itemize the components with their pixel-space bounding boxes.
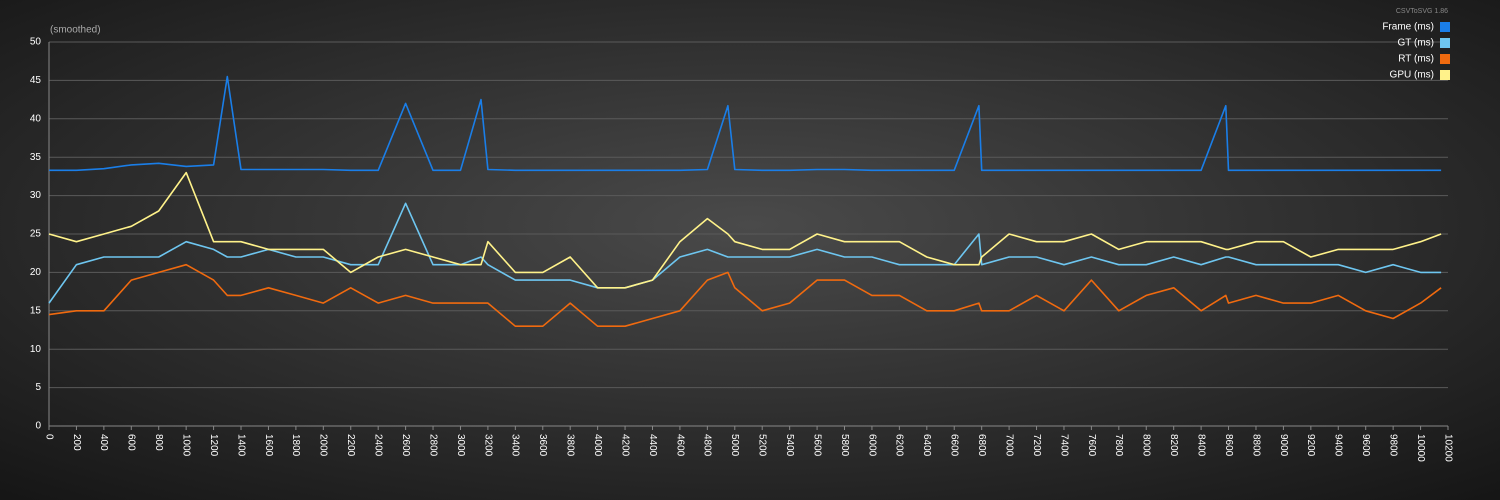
subtitle: (smoothed) <box>50 25 101 36</box>
x-tick-label: 3000 <box>455 434 466 457</box>
x-tick-label: 8800 <box>1250 434 1261 457</box>
x-tick-label: 800 <box>153 434 164 451</box>
x-tick-label: 7600 <box>1086 434 1097 457</box>
legend-swatch <box>1440 38 1450 48</box>
x-tick-label: 5800 <box>839 434 850 457</box>
x-tick-label: 0 <box>43 434 54 440</box>
y-tick-label: 20 <box>30 267 42 278</box>
x-tick-label: 8200 <box>1168 434 1179 457</box>
legend-label: RT (ms) <box>1398 54 1434 65</box>
watermark: CSVToSVG 1.86 <box>1396 8 1448 15</box>
x-tick-label: 2800 <box>427 434 438 457</box>
y-tick-label: 15 <box>30 305 42 316</box>
x-tick-label: 7000 <box>1003 434 1014 457</box>
x-tick-label: 4200 <box>619 434 630 457</box>
x-tick-label: 9400 <box>1333 434 1344 457</box>
x-tick-label: 6200 <box>894 434 905 457</box>
x-tick-label: 1800 <box>290 434 301 457</box>
y-tick-label: 40 <box>30 113 42 124</box>
x-tick-label: 6800 <box>976 434 987 457</box>
x-tick-label: 9200 <box>1305 434 1316 457</box>
x-tick-label: 5200 <box>757 434 768 457</box>
x-tick-label: 1000 <box>181 434 192 457</box>
legend-swatch <box>1440 22 1450 32</box>
legend-label: Frame (ms) <box>1382 22 1434 33</box>
x-tick-label: 1200 <box>208 434 219 457</box>
x-tick-label: 6600 <box>949 434 960 457</box>
y-tick-label: 5 <box>35 382 41 393</box>
series-line <box>49 75 1442 172</box>
x-tick-label: 7200 <box>1031 434 1042 457</box>
y-tick-label: 35 <box>30 152 42 163</box>
x-tick-label: 8000 <box>1141 434 1152 457</box>
x-tick-label: 400 <box>98 434 109 451</box>
x-tick-label: 3800 <box>565 434 576 457</box>
x-tick-label: 8400 <box>1195 434 1206 457</box>
y-tick-label: 50 <box>30 37 42 48</box>
x-tick-label: 200 <box>71 434 82 451</box>
x-tick-label: 3600 <box>537 434 548 457</box>
legend-swatch <box>1440 70 1450 80</box>
x-tick-label: 10200 <box>1442 434 1453 462</box>
x-tick-label: 5000 <box>729 434 740 457</box>
legend-swatch <box>1440 54 1450 64</box>
x-tick-label: 4400 <box>647 434 658 457</box>
x-tick-label: 7800 <box>1113 434 1124 457</box>
x-tick-label: 2000 <box>318 434 329 457</box>
x-tick-label: 9800 <box>1387 434 1398 457</box>
legend-label: GT (ms) <box>1398 38 1434 49</box>
x-tick-label: 3400 <box>510 434 521 457</box>
x-tick-label: 6400 <box>921 434 932 457</box>
x-tick-label: 1600 <box>263 434 274 457</box>
x-tick-label: 5400 <box>784 434 795 457</box>
x-tick-label: 2200 <box>345 434 356 457</box>
legend-label: GPU (ms) <box>1390 70 1434 81</box>
x-tick-label: 5600 <box>811 434 822 457</box>
y-tick-label: 45 <box>30 75 42 86</box>
series-line <box>48 171 1442 289</box>
x-tick-label: 4600 <box>674 434 685 457</box>
x-tick-label: 8600 <box>1223 434 1234 457</box>
x-tick-label: 2400 <box>373 434 384 457</box>
x-tick-label: 6000 <box>866 434 877 457</box>
x-tick-label: 4800 <box>702 434 713 457</box>
x-tick-label: 10000 <box>1415 434 1426 462</box>
y-tick-label: 30 <box>30 190 42 201</box>
x-tick-label: 1400 <box>235 434 246 457</box>
x-tick-label: 4000 <box>592 434 603 457</box>
x-tick-label: 7400 <box>1058 434 1069 457</box>
y-tick-label: 25 <box>30 229 42 240</box>
y-tick-label: 0 <box>35 421 41 432</box>
x-tick-label: 9000 <box>1278 434 1289 457</box>
x-tick-label: 9600 <box>1360 434 1371 457</box>
x-tick-label: 600 <box>126 434 137 451</box>
x-tick-label: 3200 <box>482 434 493 457</box>
series-line <box>48 202 1442 304</box>
series-line <box>48 263 1442 327</box>
x-tick-label: 2600 <box>400 434 411 457</box>
y-tick-label: 10 <box>30 344 42 355</box>
